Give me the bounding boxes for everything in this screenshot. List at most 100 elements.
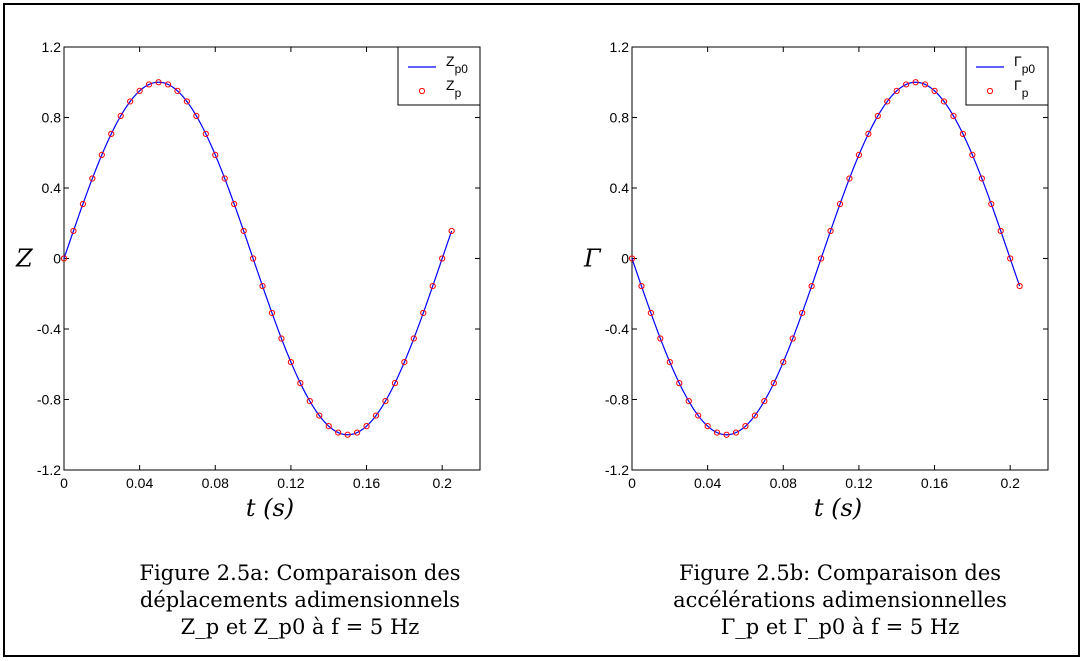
legend-marker-sample [418, 87, 426, 95]
y-axis-label: Z [15, 245, 34, 273]
data-point [287, 358, 295, 366]
data-point [108, 130, 115, 137]
series-markers-Zp [60, 79, 455, 438]
y-tick-label: 0 [53, 251, 61, 267]
caption-a-line3: Z_p et Z_p0 à f = 5 Hz [180, 615, 420, 639]
caption-a-line1: Figure 2.5a: Comparaison des [139, 561, 461, 585]
data-point [249, 255, 257, 262]
data-point [846, 175, 853, 182]
data-point [212, 151, 219, 159]
x-tick-label: 0.12 [845, 475, 872, 491]
data-point [325, 423, 332, 430]
plot-area [631, 46, 1049, 471]
caption-b: Figure 2.5b: Comparaison des accélératio… [630, 560, 1050, 641]
y-tick-label: 1.2 [610, 39, 630, 55]
data-point [268, 309, 276, 317]
x-tick-label: 0.12 [277, 475, 304, 491]
data-point [988, 200, 995, 208]
caption-a-line2: déplacements adimensionnels [139, 588, 461, 612]
data-point [921, 81, 929, 88]
data-point [439, 255, 446, 262]
chart-a: -1.2 -0.8 -0.4 0 0.4 0.8 1.2 0 0.04 0.08 0.12 0.16 0… [15, 39, 481, 522]
data-point [713, 429, 721, 436]
y-tick-label: 1.2 [42, 39, 62, 55]
data-point [164, 81, 172, 88]
y-tick-label: 0.4 [610, 180, 630, 196]
legend-label-sub: p [1022, 86, 1029, 100]
data-point [969, 151, 976, 159]
data-point [70, 227, 77, 235]
data-point [183, 98, 191, 105]
data-point [202, 130, 209, 137]
x-tick-label: 0.04 [126, 475, 153, 491]
data-point [335, 429, 342, 436]
series-line-Γp0 [631, 81, 1021, 436]
caption-b-line3: Γ_p et Γ_p0 à f = 5 Hz [720, 615, 960, 639]
series-markers-Γp [628, 79, 1023, 438]
data-point [278, 335, 285, 342]
data-point [221, 175, 228, 182]
caption-b-line2: accélérations adimensionnelles [673, 588, 1007, 612]
data-point [874, 112, 881, 120]
data-point [628, 255, 636, 262]
data-point [89, 175, 96, 182]
data-point [155, 79, 162, 86]
x-tick-label: 0 [628, 475, 636, 491]
data-point [959, 130, 967, 137]
x-tick-label: 0.04 [694, 475, 721, 491]
data-point [799, 309, 806, 317]
x-tick-label: 0.16 [353, 475, 380, 491]
data-point [1016, 282, 1023, 290]
data-point [770, 380, 777, 387]
data-point [391, 380, 399, 387]
series-line-Zp0 [63, 81, 453, 436]
plot-area [63, 46, 481, 471]
data-point [231, 200, 238, 208]
data-point [808, 282, 815, 290]
data-point [98, 151, 105, 159]
data-point [410, 335, 417, 342]
data-point [657, 335, 664, 342]
chart-b: -1.2 -0.8 -0.4 0 0.4 0.8 1.2 0 0.04 0.08 0.12 0.16 0… [583, 39, 1049, 522]
data-point [903, 81, 910, 88]
x-tick-label: 0 [60, 475, 68, 491]
data-point [297, 380, 304, 387]
y-tick-label: 0.4 [42, 180, 62, 196]
data-point [145, 81, 153, 88]
x-axis-label: t (s) [814, 494, 862, 522]
legend-marker-sample [986, 87, 994, 95]
y-axis-label: Γ [583, 245, 602, 273]
data-point [695, 412, 702, 419]
y-tick-label: 0 [621, 251, 629, 267]
data-point [732, 429, 740, 436]
data-point [817, 255, 825, 262]
data-point [372, 412, 380, 419]
data-point [401, 358, 408, 366]
data-point [353, 429, 361, 436]
data-point [978, 175, 985, 182]
legend-label-sub: p0 [455, 62, 469, 76]
legend-box [397, 46, 481, 106]
data-point [836, 200, 844, 208]
data-point [79, 200, 87, 208]
data-point [855, 151, 863, 159]
x-tick-label: 0.16 [921, 475, 948, 491]
data-point [761, 397, 768, 405]
data-point [429, 282, 436, 290]
data-point [316, 412, 323, 419]
x-tick-label: 0.08 [770, 475, 797, 491]
data-point [60, 255, 68, 262]
data-point [666, 358, 673, 366]
data-point [950, 112, 957, 120]
data-point [240, 227, 247, 235]
y-tick-label: -1.2 [605, 462, 629, 478]
y-tick-label: -0.4 [37, 321, 61, 337]
data-point [940, 98, 948, 105]
x-tick-label: 0.2 [1000, 475, 1020, 491]
data-point [448, 227, 455, 235]
data-point [676, 380, 683, 387]
y-tick-label: 0.8 [42, 110, 62, 126]
data-point [363, 423, 370, 430]
data-point [931, 87, 938, 94]
x-tick-label: 0.2 [432, 475, 452, 491]
